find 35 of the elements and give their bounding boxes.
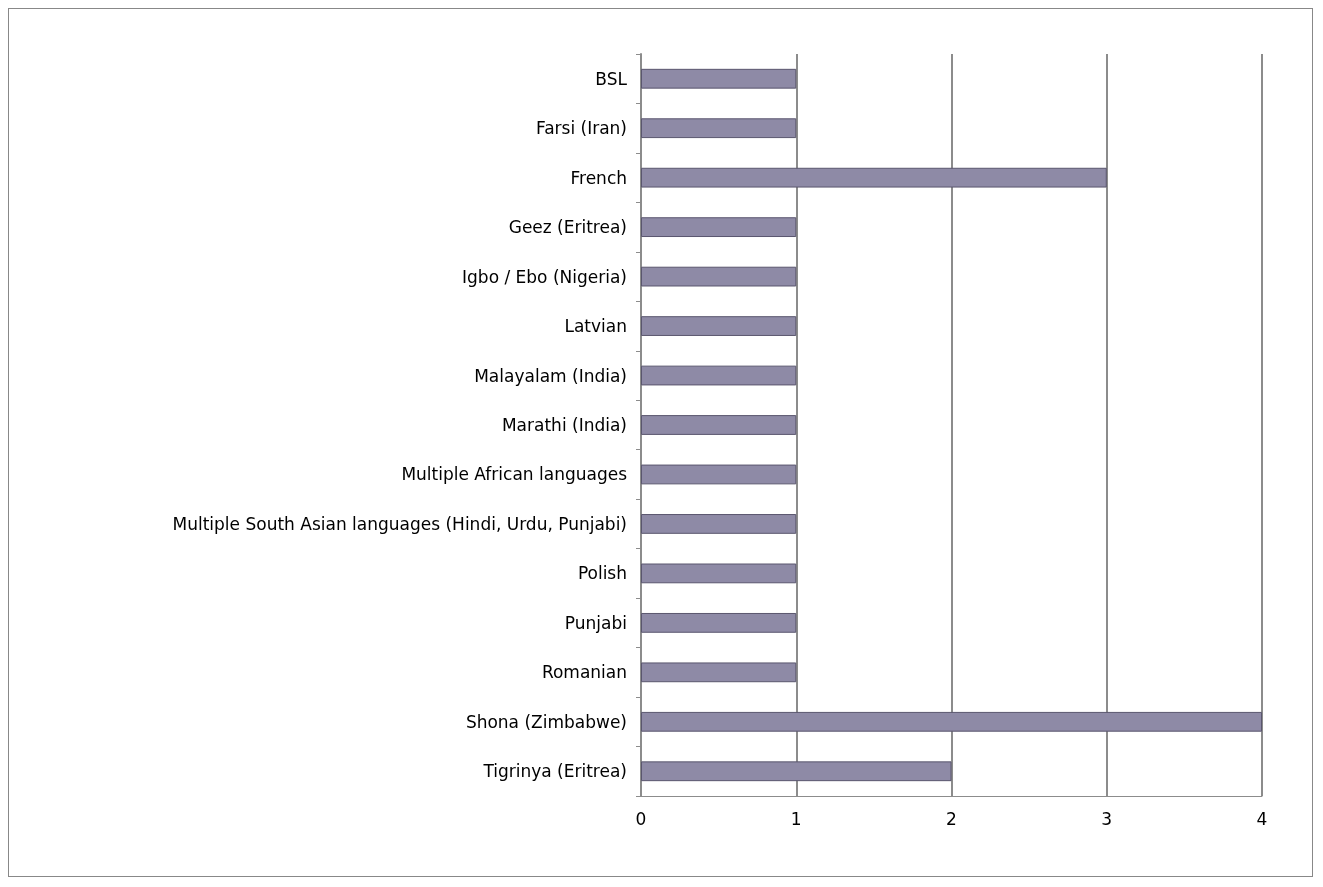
bar (641, 167, 1107, 188)
y-tick-label: Multiple South Asian languages (Hindi, Urdu, Punjabi) (172, 513, 627, 534)
y-tick-label: Farsi (Iran) (535, 118, 627, 139)
y-tick-label: Tigrinya (Eritrea) (482, 761, 627, 782)
bar (641, 365, 797, 386)
bar (641, 316, 797, 336)
y-tick-label: Latvian (564, 316, 627, 337)
x-tick-label: 0 (635, 808, 647, 829)
bar (641, 514, 797, 534)
y-tick-label: Shona (Zimbabwe) (465, 711, 627, 732)
x-tick-label: 1 (790, 808, 802, 829)
bar (641, 711, 1262, 732)
bar (641, 464, 797, 485)
bar (641, 68, 797, 89)
y-tick-label: Punjabi (564, 612, 627, 633)
bar (641, 217, 797, 238)
x-tick-label: 4 (1256, 808, 1268, 829)
y-tick-label: Romanian (541, 662, 627, 683)
bar (641, 563, 797, 584)
y-tick-label: Malayalam (India) (474, 365, 627, 386)
y-tick-label: BSL (595, 68, 628, 89)
bar (641, 662, 797, 683)
bar (641, 415, 797, 435)
y-tick-label: Multiple African languages (401, 464, 628, 485)
y-tick-label: French (570, 167, 627, 188)
y-tick-label: Geez (Eritrea) (508, 217, 627, 238)
bar (641, 118, 797, 139)
x-tick-label: 3 (1101, 808, 1113, 829)
y-tick-label: Polish (577, 563, 627, 584)
x-tick-label: 2 (946, 808, 957, 829)
bar (641, 612, 797, 633)
bar (641, 266, 797, 287)
y-tick-label: Marathi (India) (501, 415, 627, 435)
y-tick-label: Igbo / Ebo (Nigeria) (462, 266, 627, 287)
bar (641, 761, 952, 782)
